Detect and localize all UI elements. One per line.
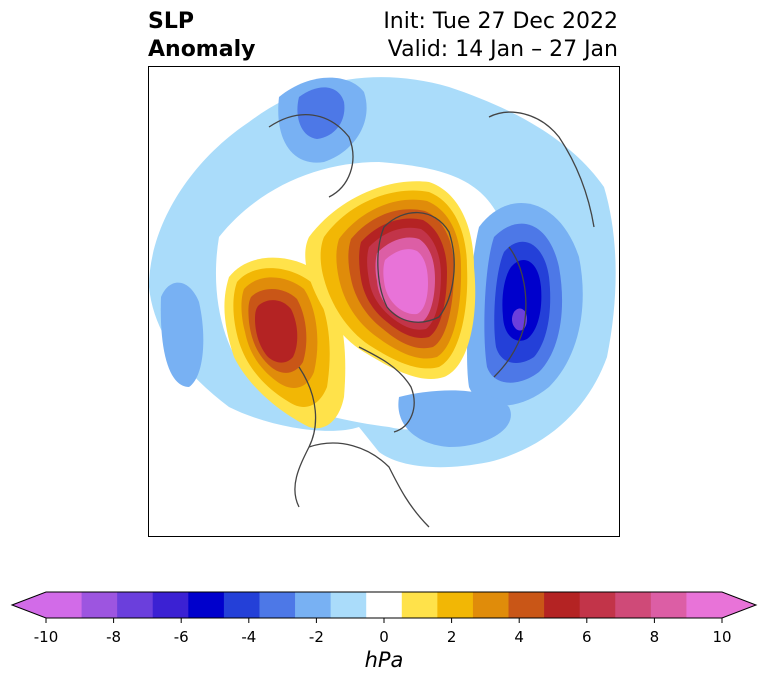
colorbar-segment: [579, 592, 616, 618]
colorbar-tick-label: 2: [446, 628, 457, 646]
colorbar-tick-label: 6: [582, 628, 592, 646]
colorbar-tick-label: -2: [308, 628, 324, 646]
pos-anomaly-alaska-core: [255, 300, 298, 363]
colorbar-segment: [330, 592, 367, 618]
coastlines: [268, 111, 595, 528]
colorbar-max-extend: [722, 592, 756, 618]
neg-anomaly-atlantic-south: [398, 390, 511, 447]
colorbar-svg: [10, 591, 758, 623]
colorbar-tick-label: -6: [173, 628, 189, 646]
colorbar-segment: [544, 592, 581, 618]
coastline-europe: [488, 111, 595, 228]
colorbar-tick-label: 0: [379, 628, 389, 646]
colorbar-unit-label: hPa: [364, 648, 404, 672]
coastline-scandinavia: [493, 246, 527, 378]
anomaly-map: [149, 77, 616, 528]
title-right: Init: Tue 27 Dec 2022 Valid: 14 Jan – 27…: [383, 8, 618, 64]
title-anomaly: Anomaly: [148, 37, 256, 62]
colorbar-segment: [437, 592, 474, 618]
colorbar-tick-label: -8: [106, 628, 122, 646]
colorbar-segment: [366, 592, 403, 618]
colorbar-tick-label: 8: [649, 628, 660, 646]
colorbar-tick-label: 4: [514, 628, 524, 646]
colorbar-segment: [259, 592, 296, 618]
colorbar-segment: [472, 592, 510, 618]
colorbar-segment: [117, 592, 154, 618]
title-slp: SLP: [148, 9, 194, 34]
colorbar-segment: [46, 592, 83, 618]
colorbar-tick-label: -4: [241, 628, 257, 646]
colorbar-segment: [223, 592, 260, 618]
colorbar: [0, 586, 768, 686]
colorbar-tick-label: -10: [33, 628, 59, 646]
title-left: SLP Anomaly: [148, 8, 255, 64]
coastline-north-america: [294, 366, 430, 528]
neg-anomaly-scandinavia-peak: [511, 308, 527, 331]
colorbar-tick-label: 10: [712, 628, 732, 646]
init-date: Init: Tue 27 Dec 2022: [383, 9, 618, 34]
colorbar-min-extend: [12, 592, 46, 618]
neg-anomaly-europe-core: [297, 87, 345, 139]
neg-anomaly-atlantic-west: [160, 282, 204, 387]
coastline-hudson-bay: [358, 346, 415, 433]
colorbar-segment: [81, 592, 118, 618]
colorbar-segment: [508, 592, 545, 618]
colorbar-segment: [686, 592, 723, 618]
colorbar-segment: [188, 592, 225, 618]
valid-range: Valid: 14 Jan – 27 Jan: [387, 37, 618, 62]
colorbar-segment: [295, 592, 332, 618]
map-panel: [148, 66, 620, 537]
colorbar-segment: [152, 592, 189, 618]
pos-anomaly-arctic-core: [383, 249, 428, 315]
colorbar-segment: [615, 592, 652, 618]
coastline-greenland: [377, 211, 455, 323]
colorbar-segment: [650, 592, 687, 618]
colorbar-segment: [401, 592, 438, 618]
coastline-siberia: [268, 114, 354, 198]
